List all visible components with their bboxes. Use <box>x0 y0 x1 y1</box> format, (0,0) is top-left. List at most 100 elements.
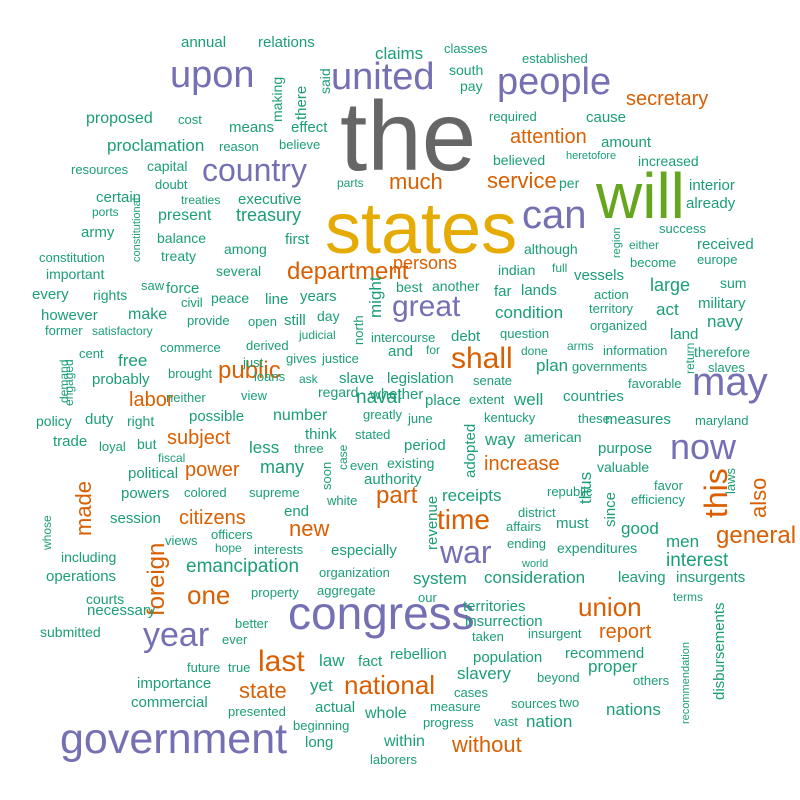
word-within: within <box>384 733 425 750</box>
word-war: war <box>440 534 492 570</box>
word-republic: republic <box>547 484 593 499</box>
word-saw: saw <box>141 278 165 293</box>
word-june: june <box>408 411 433 426</box>
word-much: state <box>239 678 287 703</box>
word-increased: increased <box>638 153 699 169</box>
word-therefore: therefore <box>694 344 751 360</box>
word-subject: subject <box>167 427 231 449</box>
word-laborers: laborers <box>370 752 417 767</box>
word-claims: claims <box>375 44 424 63</box>
word-lands: lands <box>521 282 557 299</box>
word-disbursements: disbursements <box>711 602 728 700</box>
word-become: become <box>630 255 677 270</box>
word-consideration: consideration <box>484 568 586 587</box>
word-doubt: doubt <box>155 177 188 192</box>
word-already: already <box>686 195 736 212</box>
word-another: another <box>432 278 480 294</box>
word-organized: organized <box>590 318 648 333</box>
word-believe: believe <box>279 137 321 152</box>
word-law: law <box>319 651 345 670</box>
word-nation: nation <box>526 712 573 731</box>
word-including: including <box>61 549 117 565</box>
word-supreme: supreme <box>249 485 300 500</box>
word-period: period <box>404 437 446 454</box>
word-without: also <box>746 477 771 518</box>
word-balance: balance <box>157 230 207 246</box>
word-others: others <box>633 673 670 688</box>
word-place: place <box>425 392 461 409</box>
word-capital: capital <box>147 158 188 174</box>
word-neither: neither <box>166 390 206 405</box>
word-valuable: valuable <box>597 459 650 475</box>
word-many: many <box>260 457 305 477</box>
word-judicial: judicial <box>299 328 336 342</box>
word-maryland: maryland <box>695 413 749 428</box>
word-kentucky: kentucky <box>484 410 536 425</box>
word-ports: ports <box>92 205 119 219</box>
word-measures: measures <box>605 411 671 428</box>
word-the: the <box>340 81 477 191</box>
word-fact: fact <box>358 653 383 670</box>
word-aggregate: aggregate <box>317 583 376 598</box>
word-army: army <box>81 224 115 241</box>
word-must: must <box>556 515 589 532</box>
word-trade: trade <box>53 433 88 450</box>
word-recommend: recommend <box>565 645 645 662</box>
word-information: information <box>603 343 668 358</box>
word-will: will <box>596 160 685 232</box>
word-fiscal: fiscal <box>158 451 186 465</box>
word-less: less <box>249 438 280 457</box>
word-recommendation: recommendation <box>680 642 692 724</box>
word-military: military <box>698 295 746 312</box>
word-these: these <box>578 411 610 426</box>
word-just: just <box>243 355 264 370</box>
word-indian: indian <box>498 262 536 278</box>
word-proclamation: proclamation <box>107 136 205 155</box>
word-yet: yet <box>310 676 333 695</box>
word-although: although <box>524 241 578 257</box>
word-rights: rights <box>93 287 128 303</box>
word-relations: relations <box>258 34 315 51</box>
word-think: think <box>305 426 337 443</box>
word-service: attention <box>510 126 587 148</box>
word-part: part <box>376 482 418 509</box>
word-foreign: much <box>389 169 443 194</box>
word-right: right <box>127 413 155 429</box>
word-classes: classes <box>444 41 488 56</box>
word-three: three <box>294 441 324 456</box>
word-slavery: slavery <box>457 664 511 683</box>
word-treasury: treasury <box>236 205 302 225</box>
word-first: first <box>285 231 310 248</box>
word-but: but <box>137 436 157 452</box>
word-provide: provide <box>187 313 230 328</box>
word-parts: parts <box>337 176 364 190</box>
word-necessary: necessary <box>87 602 156 619</box>
word-governments: governments <box>572 359 648 374</box>
word-measure: measure <box>430 699 481 714</box>
word-land: land <box>670 326 699 343</box>
word-constitutional: constitutional <box>131 197 143 262</box>
word-regard: regard <box>318 384 359 400</box>
word-upon: upon <box>170 54 255 96</box>
word-resources: resources <box>71 162 129 177</box>
word-condition: condition <box>495 303 564 322</box>
word-established: established <box>522 51 588 66</box>
word-operations: operations <box>46 568 117 585</box>
word-several: several <box>216 263 262 279</box>
word-presented: presented <box>228 704 286 719</box>
word-slave: slave <box>339 370 375 387</box>
word-taken: taken <box>472 629 504 644</box>
word-proposed: proposed <box>86 110 153 127</box>
word-loyal: loyal <box>99 439 126 454</box>
word-public: department <box>287 258 409 285</box>
word-extent: extent <box>469 392 505 407</box>
word-day: day <box>317 308 340 324</box>
word-ending: ending <box>507 536 547 551</box>
word-can: can <box>522 193 587 237</box>
word-good: good <box>621 519 659 538</box>
word-stated: stated <box>355 427 391 442</box>
word-power: power <box>185 459 240 481</box>
word-there: there <box>293 85 310 120</box>
word-cause: cause <box>586 109 627 126</box>
word-done: done <box>521 344 548 358</box>
